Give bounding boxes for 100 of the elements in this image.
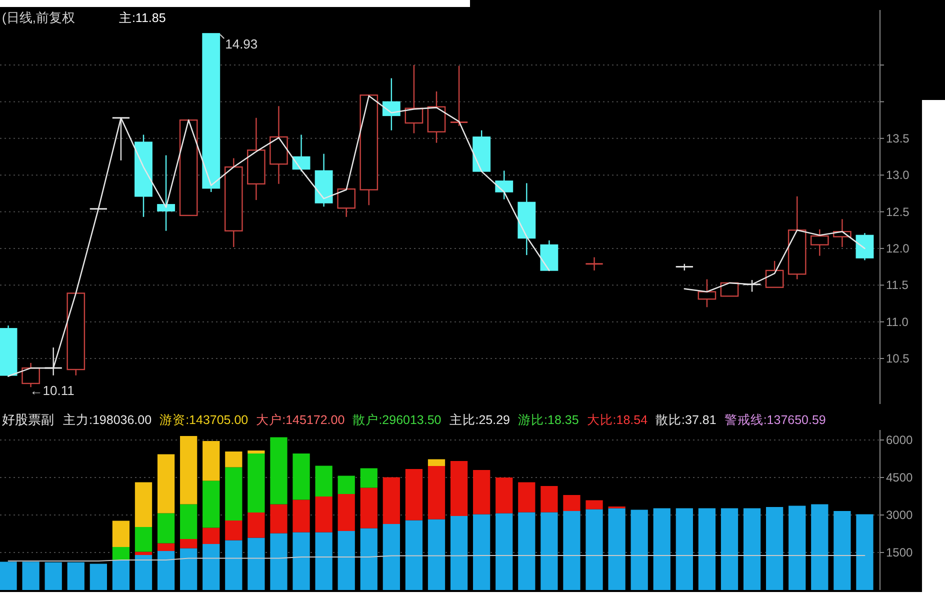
bar <box>766 507 784 590</box>
annotation: ←10.11 <box>30 383 74 398</box>
bar <box>202 544 220 590</box>
bar <box>202 441 220 481</box>
bar <box>248 538 265 590</box>
y-tick-label: 1500 <box>886 546 914 560</box>
bar <box>292 500 310 532</box>
bar <box>157 551 175 590</box>
bar <box>202 528 220 544</box>
bar <box>360 468 378 488</box>
y-tick-label: 12.0 <box>886 241 910 256</box>
annotation: 主:11.85 <box>118 10 166 25</box>
bar <box>248 454 265 512</box>
bar <box>676 508 693 590</box>
bar <box>360 488 378 528</box>
bar <box>134 482 152 527</box>
bar <box>450 461 468 516</box>
bar <box>811 504 828 590</box>
text: 游资:143705.00 <box>160 413 248 427</box>
bar <box>428 466 446 520</box>
bar <box>382 524 400 590</box>
bar <box>270 533 288 590</box>
bar <box>270 437 288 504</box>
bar <box>586 500 603 510</box>
chart-title: 好股票副 <box>2 412 54 427</box>
bar <box>134 552 152 555</box>
bar <box>202 480 220 528</box>
bar <box>157 513 175 544</box>
bar <box>157 454 175 514</box>
bar <box>540 486 558 512</box>
bar <box>382 477 400 524</box>
bar <box>743 508 761 590</box>
text: 大户:145172.00 <box>256 413 345 427</box>
text: 散比:37.81 <box>656 413 716 427</box>
bar <box>225 452 242 468</box>
bar <box>112 547 130 560</box>
bar <box>496 478 513 514</box>
y-tick-label: 6000 <box>886 433 914 447</box>
bar <box>338 531 355 590</box>
bar <box>225 467 242 520</box>
bar <box>292 532 310 590</box>
bar <box>473 470 490 514</box>
bar <box>518 512 536 590</box>
bar <box>248 512 265 538</box>
bar <box>248 450 265 454</box>
text: 主力:198036.00 <box>63 412 152 427</box>
text: 警戒线:137650.59 <box>724 413 826 427</box>
bar <box>67 562 84 590</box>
bar <box>428 459 446 466</box>
bar <box>450 516 468 590</box>
bar <box>496 513 513 590</box>
bar <box>44 562 62 590</box>
bar <box>563 511 580 590</box>
bar <box>360 528 378 590</box>
bar <box>315 532 332 590</box>
bar <box>22 562 40 590</box>
bar <box>180 436 198 504</box>
bar <box>630 510 648 590</box>
text: 散户:296013.50 <box>352 413 442 427</box>
bar <box>180 548 198 590</box>
bar <box>315 496 332 532</box>
text: 大比:18.54 <box>586 413 648 427</box>
bar <box>338 494 355 531</box>
bar <box>112 560 130 590</box>
y-tick-label: 4500 <box>886 470 914 484</box>
bar <box>405 469 423 520</box>
text: 主比:25.29 <box>449 412 510 427</box>
y-tick-label: 10.5 <box>886 352 910 366</box>
bar <box>788 506 806 590</box>
bar <box>225 540 242 590</box>
bar <box>608 508 626 590</box>
bar <box>270 504 288 534</box>
bar <box>653 508 670 590</box>
bar <box>473 514 490 590</box>
y-tick-label: 12.5 <box>886 204 910 219</box>
bar <box>405 520 423 590</box>
bar <box>428 519 446 590</box>
bar <box>134 555 152 590</box>
bar <box>90 564 107 590</box>
bar <box>563 495 580 511</box>
bar <box>134 527 152 552</box>
y-tick-label: 13.0 <box>886 168 910 182</box>
bar <box>518 482 536 512</box>
bar <box>698 508 716 590</box>
y-tick-label: 13.5 <box>886 131 910 146</box>
bar <box>180 539 198 548</box>
y-tick-label: 3000 <box>886 508 914 522</box>
bar <box>112 520 130 547</box>
bar <box>157 543 175 551</box>
bar <box>292 454 310 500</box>
bar <box>180 504 198 539</box>
bar <box>225 520 242 540</box>
bar <box>720 508 738 590</box>
bar <box>834 511 851 590</box>
y-tick-label: 11.5 <box>886 278 909 292</box>
bar <box>856 514 874 590</box>
bar <box>540 512 558 590</box>
y-tick-label: 11.0 <box>886 314 909 329</box>
bar <box>315 466 332 496</box>
bar <box>0 562 17 590</box>
